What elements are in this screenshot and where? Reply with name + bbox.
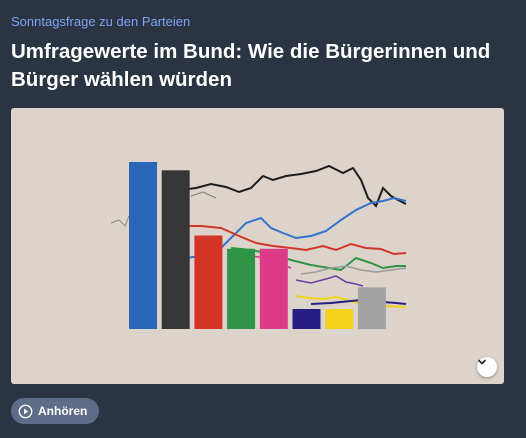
listen-label: Anhören bbox=[38, 404, 88, 418]
expand-button[interactable] bbox=[477, 357, 497, 377]
trend-line-blue bbox=[185, 196, 407, 259]
bar-group bbox=[129, 162, 386, 330]
illustration-bar-5 bbox=[259, 248, 288, 329]
trend-line-faint-2 bbox=[190, 191, 217, 199]
chevron-down-icon bbox=[478, 359, 486, 365]
trend-line-green bbox=[230, 247, 406, 272]
trend-line-purple bbox=[295, 275, 364, 287]
trend-line-red bbox=[183, 225, 407, 256]
illustration-bar-7 bbox=[325, 309, 354, 329]
listen-button[interactable]: Anhören bbox=[11, 398, 100, 424]
page-title: Umfragewerte im Bund: Wie die Bürgerinne… bbox=[11, 40, 491, 91]
illustration-bar-3 bbox=[194, 235, 223, 329]
trend-line-faint bbox=[110, 215, 130, 227]
illustration-bar-6 bbox=[292, 309, 321, 329]
trend-line-black bbox=[180, 164, 407, 208]
illustration-bar-2 bbox=[161, 170, 190, 329]
illustration-bar-4 bbox=[227, 248, 256, 329]
illustration-bar-8 bbox=[357, 287, 386, 330]
chart-illustration-svg bbox=[110, 162, 407, 330]
kicker[interactable]: Sonntagsfrage zu den Parteien bbox=[11, 14, 191, 29]
chart-illustration bbox=[11, 108, 504, 384]
play-circle-icon bbox=[18, 404, 33, 419]
trend-line-gray bbox=[300, 265, 407, 275]
illustration-bar-1 bbox=[129, 162, 157, 329]
